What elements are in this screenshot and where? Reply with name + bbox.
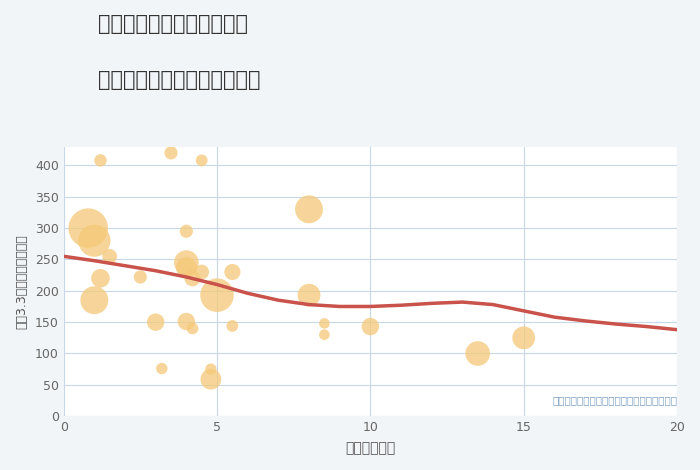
Point: [156, 365, 167, 372]
Point: [187, 325, 198, 332]
Point: [89, 237, 100, 244]
Point: [205, 376, 216, 383]
Point: [95, 157, 106, 164]
Point: [150, 318, 161, 326]
Point: [104, 252, 116, 260]
Y-axis label: 坪（3.3㎡）単価（万円）: 坪（3.3㎡）単価（万円）: [15, 234, 28, 329]
Point: [318, 320, 330, 327]
Point: [303, 205, 314, 213]
Point: [303, 291, 314, 299]
Point: [227, 322, 238, 329]
Point: [227, 268, 238, 276]
Point: [472, 350, 483, 357]
Point: [135, 273, 146, 281]
Point: [365, 323, 376, 330]
Point: [165, 149, 176, 157]
Point: [181, 259, 192, 266]
Point: [205, 365, 216, 373]
Point: [83, 224, 94, 232]
Point: [211, 291, 223, 299]
Text: 円の大きさは、取引のあった物件面積を示す: 円の大きさは、取引のあった物件面積を示す: [552, 395, 677, 406]
Point: [187, 274, 198, 282]
Point: [181, 318, 192, 325]
Point: [318, 331, 330, 338]
Point: [181, 264, 192, 271]
X-axis label: 駅距離（分）: 駅距離（分）: [345, 441, 396, 455]
Point: [95, 274, 106, 282]
Text: 神奈川県横浜市中区簑沢の: 神奈川県横浜市中区簑沢の: [98, 14, 248, 34]
Text: 駅距離別中古マンション価格: 駅距離別中古マンション価格: [98, 70, 260, 91]
Point: [196, 157, 207, 164]
Point: [89, 297, 100, 304]
Point: [518, 334, 529, 342]
Point: [196, 268, 207, 276]
Point: [181, 227, 192, 235]
